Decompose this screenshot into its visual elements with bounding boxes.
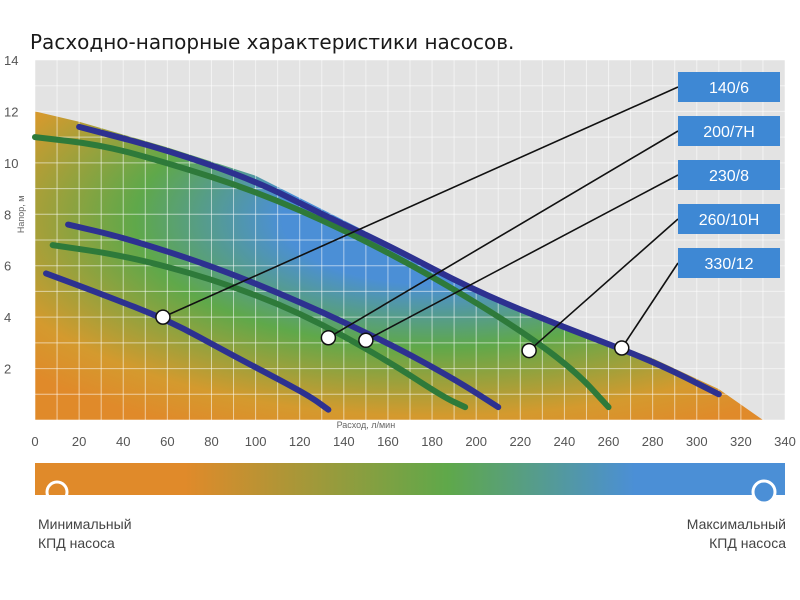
colorbar-max-line2: КПД насоса: [709, 535, 786, 551]
x-tick-label: 240: [554, 434, 576, 449]
x-tick-label: 280: [642, 434, 664, 449]
colorbar-min-label: Минимальный КПД насоса: [38, 515, 132, 553]
legend-label: 260/10Н: [699, 212, 760, 229]
y-axis-label: Напор, м: [16, 195, 26, 233]
x-tick-label: 0: [31, 434, 38, 449]
leader-line: [365, 174, 679, 341]
series-marker: [155, 309, 171, 325]
x-tick-label: 160: [377, 434, 399, 449]
x-tick-label: 20: [72, 434, 86, 449]
x-tick-label: 180: [421, 434, 443, 449]
series-line-200/7Н: [65, 221, 502, 411]
colorbar-min-marker: [45, 480, 69, 504]
leader-line: [162, 86, 679, 318]
y-tick-label: 14: [4, 53, 18, 68]
chart-title: Расходно-напорные характеристики насосов…: [30, 30, 515, 54]
series-marker: [320, 329, 337, 346]
efficiency-colorbar: [35, 463, 785, 495]
x-tick-label: 300: [686, 434, 708, 449]
legend-box: [678, 72, 780, 102]
x-tick-label: 320: [730, 434, 752, 449]
colorbar-max-line1: Максимальный: [686, 516, 786, 532]
colorbar-max-marker: [751, 479, 777, 505]
legend-label: 200/7Н: [703, 124, 755, 141]
x-axis-label: Расход, л/мин: [337, 420, 396, 430]
legend-box: [678, 204, 780, 234]
x-tick-label: 140: [333, 434, 355, 449]
leader-line: [528, 218, 679, 352]
legend-label: 230/8: [709, 168, 749, 185]
y-tick-label: 10: [4, 156, 18, 171]
x-tick-label: 220: [509, 434, 531, 449]
y-tick-label: 4: [4, 310, 11, 325]
leader-line: [621, 262, 679, 349]
legend-box: [678, 160, 780, 190]
x-tick-label: 200: [465, 434, 487, 449]
x-tick-label: 340: [774, 434, 796, 449]
y-tick-label: 8: [4, 207, 11, 222]
series-line-260/10Н: [32, 134, 612, 411]
leader-line: [327, 130, 679, 339]
x-tick-label: 120: [289, 434, 311, 449]
colorbar-max-label: Максимальный КПД насоса: [687, 515, 786, 553]
series-marker: [358, 332, 374, 349]
legend-box: [678, 116, 780, 146]
series-marker: [614, 340, 630, 356]
x-tick-label: 260: [598, 434, 620, 449]
legend-box: [678, 248, 780, 278]
legend-label: 330/12: [705, 256, 754, 273]
x-tick-label: 40: [116, 434, 130, 449]
y-tick-label: 12: [4, 104, 18, 119]
x-tick-label: 100: [245, 434, 267, 449]
y-tick-label: 2: [4, 362, 11, 377]
x-tick-label: 80: [204, 434, 218, 449]
legend-label: 140/6: [709, 80, 749, 97]
series-line-330/12: [76, 123, 722, 398]
series-line-230/8: [49, 242, 469, 411]
series-marker: [521, 342, 537, 359]
colorbar-min-line1: Минимальный: [38, 516, 132, 532]
colorbar-min-line2: КПД насоса: [38, 535, 115, 551]
series-line-140/6: [43, 270, 332, 413]
x-tick-label: 60: [160, 434, 174, 449]
y-tick-label: 6: [4, 259, 11, 274]
